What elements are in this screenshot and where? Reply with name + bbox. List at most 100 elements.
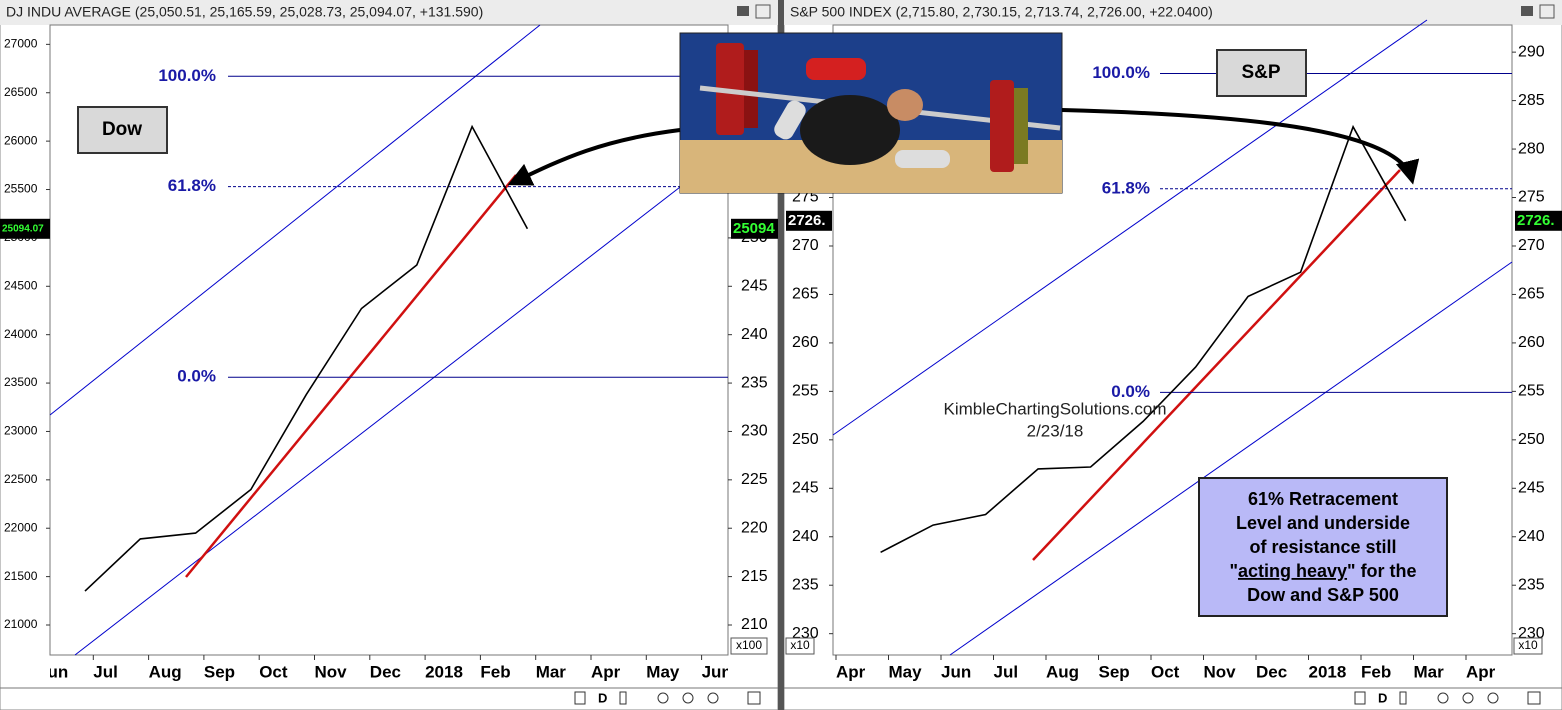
- y-tick-label: 250: [792, 431, 819, 448]
- x-tick-label: Jun: [38, 662, 68, 681]
- x-tick-label: Sep: [204, 662, 235, 681]
- multiplier-box: [785, 637, 815, 655]
- x-tick-label: Dec: [1256, 662, 1287, 681]
- fib-label: 0.0%: [177, 367, 216, 386]
- y2-tick-label: 245: [1518, 480, 1545, 497]
- y2-tick-label: 240: [1518, 528, 1545, 545]
- y2-tick-label: 265: [1518, 286, 1545, 303]
- date-label: 2/23/18: [1027, 421, 1084, 440]
- fib-label: 100.0%: [1092, 63, 1150, 82]
- panel-header: [0, 0, 778, 25]
- panel-header: [784, 0, 1562, 25]
- fib-label: 100.0%: [158, 66, 216, 85]
- y-tick-label: 240: [792, 528, 819, 545]
- multiplier: x100: [736, 638, 762, 652]
- y-tick-label: 265: [792, 286, 819, 303]
- x-axis-labels: Jun Jul Aug Sep Oct Nov Dec 2018 Feb Mar Apr May Jun: [38, 655, 732, 681]
- y2-tick-label: 260: [1518, 334, 1545, 351]
- x-tick-label: 2018: [1309, 662, 1347, 681]
- y-tick-label: 21500: [4, 569, 38, 583]
- x-tick-label: Oct: [259, 662, 288, 681]
- y-tick-label: 270: [792, 237, 819, 254]
- note-line: 61% Retracement: [1248, 489, 1398, 509]
- x-tick-label: Jun: [702, 662, 732, 681]
- y-tick-label: 260: [792, 334, 819, 351]
- y2-tick-label: 290: [1518, 43, 1545, 60]
- x-tick-label: Feb: [480, 662, 510, 681]
- watermark: KimbleChartingSolutions.com: [944, 399, 1167, 418]
- interval-button[interactable]: D: [1378, 690, 1387, 705]
- panel-divider: [778, 0, 784, 710]
- arrow: [507, 128, 681, 186]
- y2-tick-label: 220: [741, 519, 768, 536]
- x-tick-label: Apr: [1466, 662, 1496, 681]
- y2-tick-label: 245: [741, 278, 768, 295]
- multiplier-box: [730, 637, 768, 655]
- x-tick-label: Nov: [1204, 662, 1237, 681]
- fib-label: 61.8%: [168, 176, 216, 195]
- label-box: [77, 106, 168, 154]
- x-tick-label: Mar: [536, 662, 567, 681]
- x-axis-labels: Apr May Jun Jul Aug Sep Oct Nov Dec 2018 Feb Mar Apr: [835, 655, 1496, 681]
- note-text: acting heavy: [1238, 561, 1347, 581]
- multiplier-box: [1513, 637, 1543, 655]
- fib-label: 61.8%: [1102, 178, 1150, 197]
- note-line: Dow and S&P 500: [1247, 585, 1399, 605]
- y-tick-label: 24500: [4, 278, 38, 292]
- price-tag-label: 25094: [733, 220, 775, 237]
- x-tick-label: Mar: [1414, 662, 1445, 681]
- y-tick-label: 25500: [4, 182, 38, 196]
- x-tick-label: Aug: [1046, 662, 1079, 681]
- note-line: Level and underside: [1236, 513, 1410, 533]
- y-tick-label: 27000: [4, 37, 38, 51]
- note-line: of resistance still: [1249, 537, 1396, 557]
- x-tick-label: May: [646, 662, 680, 681]
- price-tag: [786, 210, 832, 231]
- x-tick-label: Apr: [836, 662, 866, 681]
- label-box-text: Dow: [102, 119, 142, 140]
- y-tick-label: 21000: [4, 617, 38, 631]
- multiplier: x10: [790, 638, 810, 652]
- y-tick-label: 24000: [4, 327, 38, 341]
- y-tick-label: 26000: [4, 133, 38, 147]
- x-tick-label: Jul: [93, 662, 118, 681]
- price-line: [84, 124, 529, 592]
- x-tick-label: Jun: [941, 662, 971, 681]
- x-tick-label: Aug: [149, 662, 182, 681]
- y2-tick-label: 215: [741, 568, 768, 585]
- y-tick-label: 26500: [4, 85, 38, 99]
- y2-tick-label: 235: [741, 374, 768, 391]
- y2-tick-label: 285: [1518, 92, 1545, 109]
- label-box: [1216, 49, 1307, 97]
- x-tick-label: May: [889, 662, 923, 681]
- price-tag: [731, 218, 778, 239]
- trend-lines: [185, 169, 1401, 578]
- interval-button[interactable]: D: [598, 690, 607, 705]
- y2-tick-label: 275: [1518, 189, 1545, 206]
- x-tick-label: 2018: [425, 662, 463, 681]
- price-tag: [1515, 210, 1562, 231]
- x-tick-label: Apr: [591, 662, 621, 681]
- y-tick-label: 245: [792, 480, 819, 497]
- price-tag: [0, 218, 50, 239]
- arrow: [1061, 108, 1420, 185]
- y2-tick-label: 250: [1518, 431, 1545, 448]
- note-text: ": [1229, 561, 1238, 581]
- channel-lines: [49, 19, 1513, 656]
- note-text: " for the: [1347, 561, 1417, 581]
- y-tick-label: 235: [792, 576, 819, 593]
- label-box-text: S&P: [1241, 62, 1280, 83]
- x-tick-label: Feb: [1361, 662, 1391, 681]
- y2-tick-label: 255: [1518, 383, 1545, 400]
- y2-tick-label: 270: [1518, 237, 1545, 254]
- x-tick-label: Oct: [1151, 662, 1180, 681]
- y-tick-label: 22000: [4, 520, 38, 534]
- y2-tick-label: 230: [741, 423, 768, 440]
- x-tick-label: Nov: [315, 662, 348, 681]
- photo: [679, 32, 1063, 194]
- y-tick-label: 22500: [4, 472, 38, 486]
- note-box: [1198, 477, 1448, 617]
- y2-tick-label: 210: [741, 616, 768, 633]
- toolbar[interactable]: [574, 691, 1541, 705]
